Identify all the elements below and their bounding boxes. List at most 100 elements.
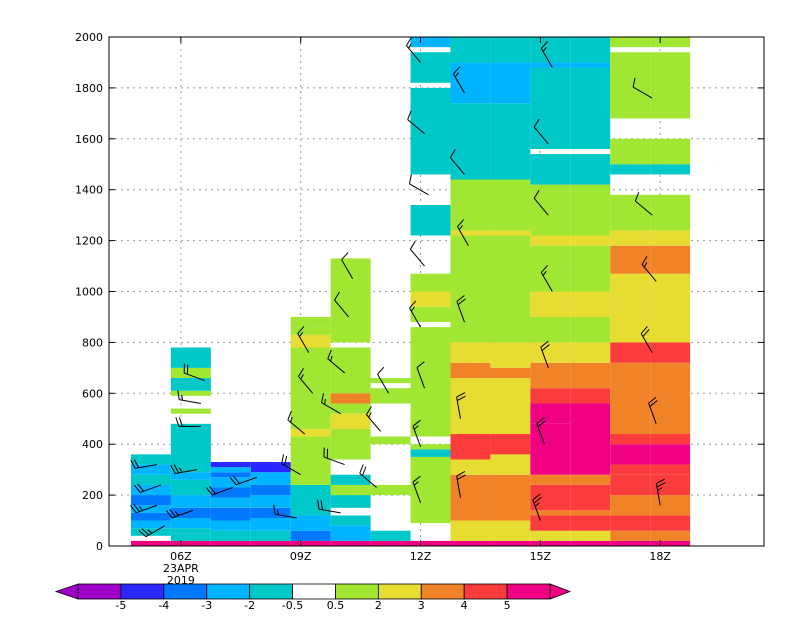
heatmap-cell xyxy=(331,403,371,413)
heatmap-cell xyxy=(450,521,490,541)
heatmap-cell xyxy=(490,454,530,474)
heatmap-cell xyxy=(371,437,411,445)
heatmap-cell xyxy=(131,485,171,495)
heatmap-cell xyxy=(331,515,371,525)
heatmap-cell xyxy=(570,68,610,149)
heatmap-cell xyxy=(530,510,570,515)
heatmap-cell xyxy=(450,103,490,179)
heatmap-cell xyxy=(450,236,490,343)
x-tick-label: 18Z xyxy=(649,550,671,563)
heatmap-cell xyxy=(610,274,650,343)
heatmap-cell xyxy=(171,424,211,472)
heatmap-cell xyxy=(650,434,690,444)
heatmap-cell xyxy=(331,393,371,403)
wind-barb-feather xyxy=(378,367,384,374)
heatmap-cell xyxy=(331,414,371,429)
heatmap-cell xyxy=(490,180,530,231)
colorbar-segment xyxy=(421,584,464,599)
heatmap-cell xyxy=(251,518,291,531)
colorbar-label: -4 xyxy=(158,599,169,612)
heatmap-cell xyxy=(650,139,690,164)
heatmap-cell xyxy=(610,495,650,515)
heatmap-cell xyxy=(211,541,251,546)
heatmap-cell xyxy=(570,515,610,530)
heatmap-cell xyxy=(570,342,610,362)
colorbar-segment xyxy=(207,584,250,599)
heatmap-cell xyxy=(171,391,211,396)
heatmap-cell xyxy=(411,205,451,236)
heatmap-cell xyxy=(610,475,650,495)
heatmap-cell xyxy=(291,347,331,428)
x-tick-label: 09Z xyxy=(290,550,312,563)
heatmap-cell xyxy=(610,434,650,444)
heatmap-cell xyxy=(570,388,610,403)
heatmap-cell xyxy=(570,185,610,236)
colorbar-label: 2 xyxy=(375,599,382,612)
heatmap-cell xyxy=(411,327,451,436)
heatmap-cell xyxy=(530,515,570,530)
heatmap-cell xyxy=(650,164,690,174)
heatmap-cell xyxy=(650,465,690,475)
y-tick-label: 1000 xyxy=(75,286,103,299)
heatmap-cell xyxy=(530,236,570,246)
colorbar-label: 3 xyxy=(418,599,425,612)
heatmap-cell xyxy=(490,434,530,454)
y-tick-label: 1400 xyxy=(75,184,103,197)
y-tick-label: 1600 xyxy=(75,133,103,146)
heatmap-cell xyxy=(291,317,331,327)
heatmap-cell xyxy=(650,246,690,274)
heatmap-cell xyxy=(411,457,451,523)
wind-barb-feather xyxy=(362,467,365,476)
heatmap-cell xyxy=(291,335,331,348)
colorbar-label: -2 xyxy=(244,599,255,612)
y-tick-label: 600 xyxy=(82,387,103,400)
colorbar-segment xyxy=(293,584,336,599)
heatmap-cell xyxy=(530,246,570,292)
heatmap-cell xyxy=(490,342,530,367)
y-tick-label: 1800 xyxy=(75,82,103,95)
heatmap-cell xyxy=(530,363,570,388)
x-tick-label: 12Z xyxy=(410,550,432,563)
wind-barb-feather xyxy=(409,174,411,183)
colorbar-label: 5 xyxy=(504,599,511,612)
heatmap-cell xyxy=(291,541,331,546)
heatmap-cell xyxy=(570,236,610,246)
heatmap-cell xyxy=(331,347,371,393)
heatmap-cell xyxy=(291,485,331,516)
heatmap-cell xyxy=(331,495,371,508)
y-tick-label: 2000 xyxy=(75,31,103,44)
heatmap-cell xyxy=(610,531,650,541)
heatmap-cell xyxy=(610,52,650,118)
heatmap-cell xyxy=(450,230,490,235)
colorbar-segment xyxy=(250,584,293,599)
heatmap-cell xyxy=(171,409,211,414)
heatmap-cell xyxy=(251,495,291,508)
heatmap-cell xyxy=(530,317,570,342)
heatmap-cell xyxy=(650,541,690,546)
wind-barb xyxy=(410,241,424,266)
heatmap-cell xyxy=(570,403,610,474)
heatmap-cell xyxy=(650,52,690,118)
heatmap-cell xyxy=(251,485,291,495)
heatmap-cell xyxy=(251,531,291,541)
colorbar-label: 0.5 xyxy=(327,599,345,612)
heatmap-cell xyxy=(131,541,171,546)
heatmap-cell xyxy=(371,388,411,403)
heatmap-cell xyxy=(570,317,610,342)
colorbar-segment xyxy=(464,584,507,599)
x-tick-label: 15Z xyxy=(530,550,552,563)
wind-barb-shaft xyxy=(409,184,428,195)
heatmap-cell xyxy=(131,513,171,521)
heatmap-cell xyxy=(490,62,530,103)
heatmap-cell xyxy=(490,475,530,521)
colorbar-label: -3 xyxy=(201,599,212,612)
heatmap-cell xyxy=(131,495,171,505)
heatmap-cell xyxy=(650,230,690,245)
colorbar-segment xyxy=(378,584,421,599)
heatmap-cell xyxy=(530,154,570,185)
heatmap-cell xyxy=(371,378,411,383)
heatmap-cell xyxy=(530,424,570,475)
